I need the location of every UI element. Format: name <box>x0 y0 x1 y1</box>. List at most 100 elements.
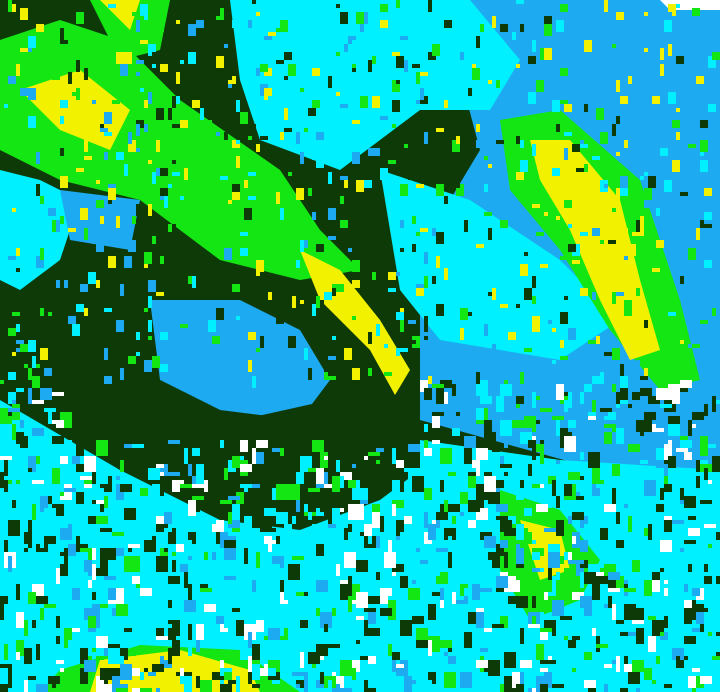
noise-pixel <box>260 656 272 660</box>
noise-pixel <box>644 668 652 680</box>
noise-pixel <box>264 88 268 100</box>
noise-pixel <box>580 288 588 296</box>
noise-pixel <box>192 448 200 460</box>
noise-pixel <box>40 348 48 356</box>
noise-pixel <box>48 688 56 692</box>
noise-pixel <box>612 624 616 628</box>
noise-pixel <box>300 356 304 364</box>
noise-pixel <box>348 480 356 488</box>
noise-pixel <box>352 668 356 680</box>
noise-pixel <box>600 132 604 144</box>
noise-pixel <box>492 344 496 356</box>
noise-pixel <box>28 368 32 380</box>
noise-pixel <box>592 292 596 300</box>
noise-pixel <box>600 584 608 588</box>
noise-pixel <box>388 564 392 580</box>
noise-pixel <box>280 620 284 636</box>
noise-pixel <box>148 488 160 500</box>
noise-pixel <box>540 48 544 60</box>
noise-pixel <box>452 504 460 512</box>
noise-pixel <box>356 592 368 608</box>
noise-pixel <box>456 528 460 532</box>
noise-pixel <box>88 516 100 524</box>
noise-pixel <box>12 352 16 356</box>
noise-pixel <box>188 500 196 516</box>
noise-pixel <box>200 680 212 692</box>
noise-pixel <box>408 444 420 452</box>
noise-pixel <box>500 24 508 32</box>
noise-pixel <box>92 100 96 104</box>
noise-pixel <box>328 376 336 380</box>
noise-pixel <box>504 432 508 448</box>
noise-pixel <box>400 36 408 40</box>
noise-pixel <box>436 304 444 316</box>
noise-pixel <box>552 416 564 420</box>
noise-pixel <box>248 20 252 28</box>
noise-pixel <box>392 480 400 496</box>
noise-pixel <box>500 456 504 464</box>
noise-pixel <box>528 56 536 64</box>
noise-pixel <box>520 660 532 668</box>
noise-pixel <box>364 544 372 548</box>
noise-pixel <box>156 556 168 572</box>
noise-pixel <box>280 588 284 604</box>
noise-pixel <box>256 264 260 276</box>
noise-pixel <box>240 464 252 472</box>
noise-pixel <box>56 660 64 664</box>
noise-pixel <box>616 512 620 524</box>
noise-pixel <box>620 632 628 636</box>
noise-pixel <box>704 564 708 572</box>
noise-pixel <box>612 392 616 404</box>
noise-pixel <box>84 140 88 152</box>
noise-pixel <box>8 408 20 412</box>
noise-pixel <box>288 548 300 552</box>
noise-pixel <box>12 484 16 500</box>
noise-pixel <box>636 580 640 588</box>
noise-pixel <box>700 500 712 504</box>
noise-pixel <box>672 120 680 128</box>
noise-pixel <box>632 232 640 236</box>
noise-pixel <box>604 352 612 356</box>
noise-pixel <box>612 488 616 504</box>
noise-pixel <box>348 596 352 612</box>
noise-pixel <box>636 488 648 492</box>
noise-pixel <box>248 360 252 372</box>
noise-pixel <box>656 468 664 484</box>
noise-pixel <box>400 184 408 196</box>
noise-pixel <box>668 92 676 104</box>
noise-pixel <box>380 516 384 532</box>
noise-pixel <box>356 12 364 24</box>
noise-pixel <box>536 420 540 424</box>
noise-pixel <box>416 8 420 20</box>
noise-pixel <box>152 484 160 488</box>
noise-pixel <box>56 612 60 628</box>
noise-pixel <box>344 348 352 360</box>
noise-pixel <box>4 480 8 492</box>
noise-pixel <box>16 584 20 600</box>
noise-pixel <box>572 260 580 264</box>
noise-pixel <box>488 80 492 84</box>
noise-pixel <box>552 168 560 176</box>
noise-pixel <box>388 160 396 164</box>
noise-pixel <box>484 324 488 336</box>
noise-pixel <box>408 328 412 340</box>
noise-pixel <box>156 168 160 176</box>
noise-pixel <box>712 456 720 472</box>
noise-pixel <box>456 412 460 416</box>
noise-pixel <box>284 52 292 60</box>
noise-pixel <box>128 32 132 40</box>
noise-pixel <box>120 64 128 76</box>
noise-pixel <box>288 116 292 120</box>
noise-pixel <box>328 84 332 88</box>
noise-pixel <box>620 688 628 692</box>
noise-pixel <box>480 680 488 692</box>
noise-pixel <box>288 172 292 176</box>
noise-pixel <box>480 588 492 592</box>
noise-pixel <box>60 668 64 672</box>
noise-pixel <box>312 304 316 316</box>
region-cyan-top <box>230 0 520 170</box>
noise-pixel <box>700 120 708 128</box>
noise-pixel <box>80 524 92 532</box>
noise-pixel <box>16 612 24 628</box>
noise-pixel <box>48 424 60 428</box>
